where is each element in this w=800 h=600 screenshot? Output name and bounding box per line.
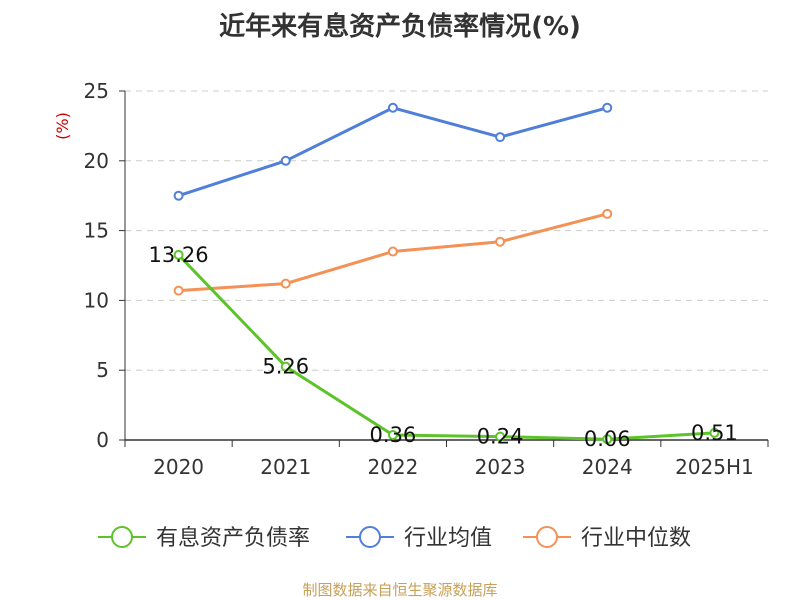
x-tick-label: 2020 — [153, 455, 204, 479]
legend-label: 行业中位数 — [581, 526, 691, 551]
y-axis-label: (%) — [53, 112, 72, 140]
legend-marker — [536, 526, 558, 548]
legend-marker — [111, 526, 133, 548]
x-tick-label: 2024 — [582, 455, 633, 479]
data-point — [387, 429, 398, 440]
y-tick-label: 15 — [84, 219, 109, 243]
data-point — [709, 427, 720, 438]
x-tick-label: 2022 — [367, 455, 418, 479]
data-point — [173, 249, 184, 260]
data-point — [495, 236, 506, 247]
data-label: 5.26 — [262, 355, 309, 379]
y-tick-label: 10 — [84, 288, 109, 312]
y-tick-label: 0 — [96, 428, 109, 452]
data-point — [173, 190, 184, 201]
y-tick-label: 25 — [84, 79, 109, 103]
data-label: 0.06 — [584, 427, 631, 451]
series-line — [177, 253, 715, 441]
x-tick-label: 2021 — [260, 455, 311, 479]
data-point — [387, 102, 398, 113]
data-point — [280, 155, 291, 166]
data-label: 0.24 — [477, 425, 524, 449]
x-tick-label: 2025H1 — [675, 455, 754, 479]
y-tick-label: 20 — [84, 149, 109, 173]
series-line — [178, 106, 608, 198]
y-tick-label: 5 — [96, 358, 109, 382]
legend-marker — [359, 526, 381, 548]
data-label: 13.26 — [149, 243, 209, 267]
data-point — [173, 285, 184, 296]
x-tick-label: 2023 — [475, 455, 526, 479]
data-point — [602, 434, 613, 445]
chart-title: 近年来有息资产负债率情况(%) — [219, 12, 581, 42]
data-label: 0.51 — [691, 421, 738, 445]
data-point — [387, 246, 398, 257]
legend-label: 有息资产负债率 — [156, 526, 310, 551]
legend-label: 行业均值 — [404, 526, 492, 551]
data-point — [280, 361, 291, 372]
data-label: 0.36 — [370, 423, 417, 447]
data-point — [602, 208, 613, 219]
data-point — [602, 102, 613, 113]
data-point — [280, 278, 291, 289]
data-point — [495, 132, 506, 143]
source-note: 制图数据来自恒生聚源数据库 — [302, 581, 498, 599]
data-point — [495, 431, 506, 442]
